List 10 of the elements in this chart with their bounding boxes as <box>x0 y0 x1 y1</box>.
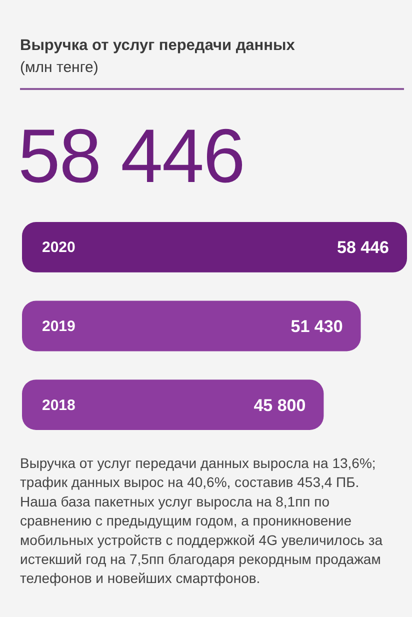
chart-subtitle: (млн тенге) <box>20 59 98 76</box>
data-label: 45 800 <box>254 396 306 415</box>
data-label: 58 446 <box>337 238 389 258</box>
y-tick-label: 2018 <box>42 396 76 414</box>
y-tick-label: 2020 <box>42 239 76 256</box>
data-label: 51 430 <box>290 317 343 336</box>
y-tick-label: 2019 <box>42 318 76 335</box>
text: Выручка от услуг передачи данных выросла на 13,6%; трафик данных вырос на 40,6%, составив 453,4 ПБ. Наша база пакетных услуг выросла на 8,1пп по сравнению с предыдущим годом, а проникновение мобильных устройств с поддержкой 4G увеличилось за истекший год на 7,5пп благодаря рекордным продажам телефонов и новейших смартфонов. <box>20 455 383 586</box>
text: 58 446 <box>18 114 244 199</box>
chart-title: Выручка от услуг передачи данных <box>20 37 296 54</box>
